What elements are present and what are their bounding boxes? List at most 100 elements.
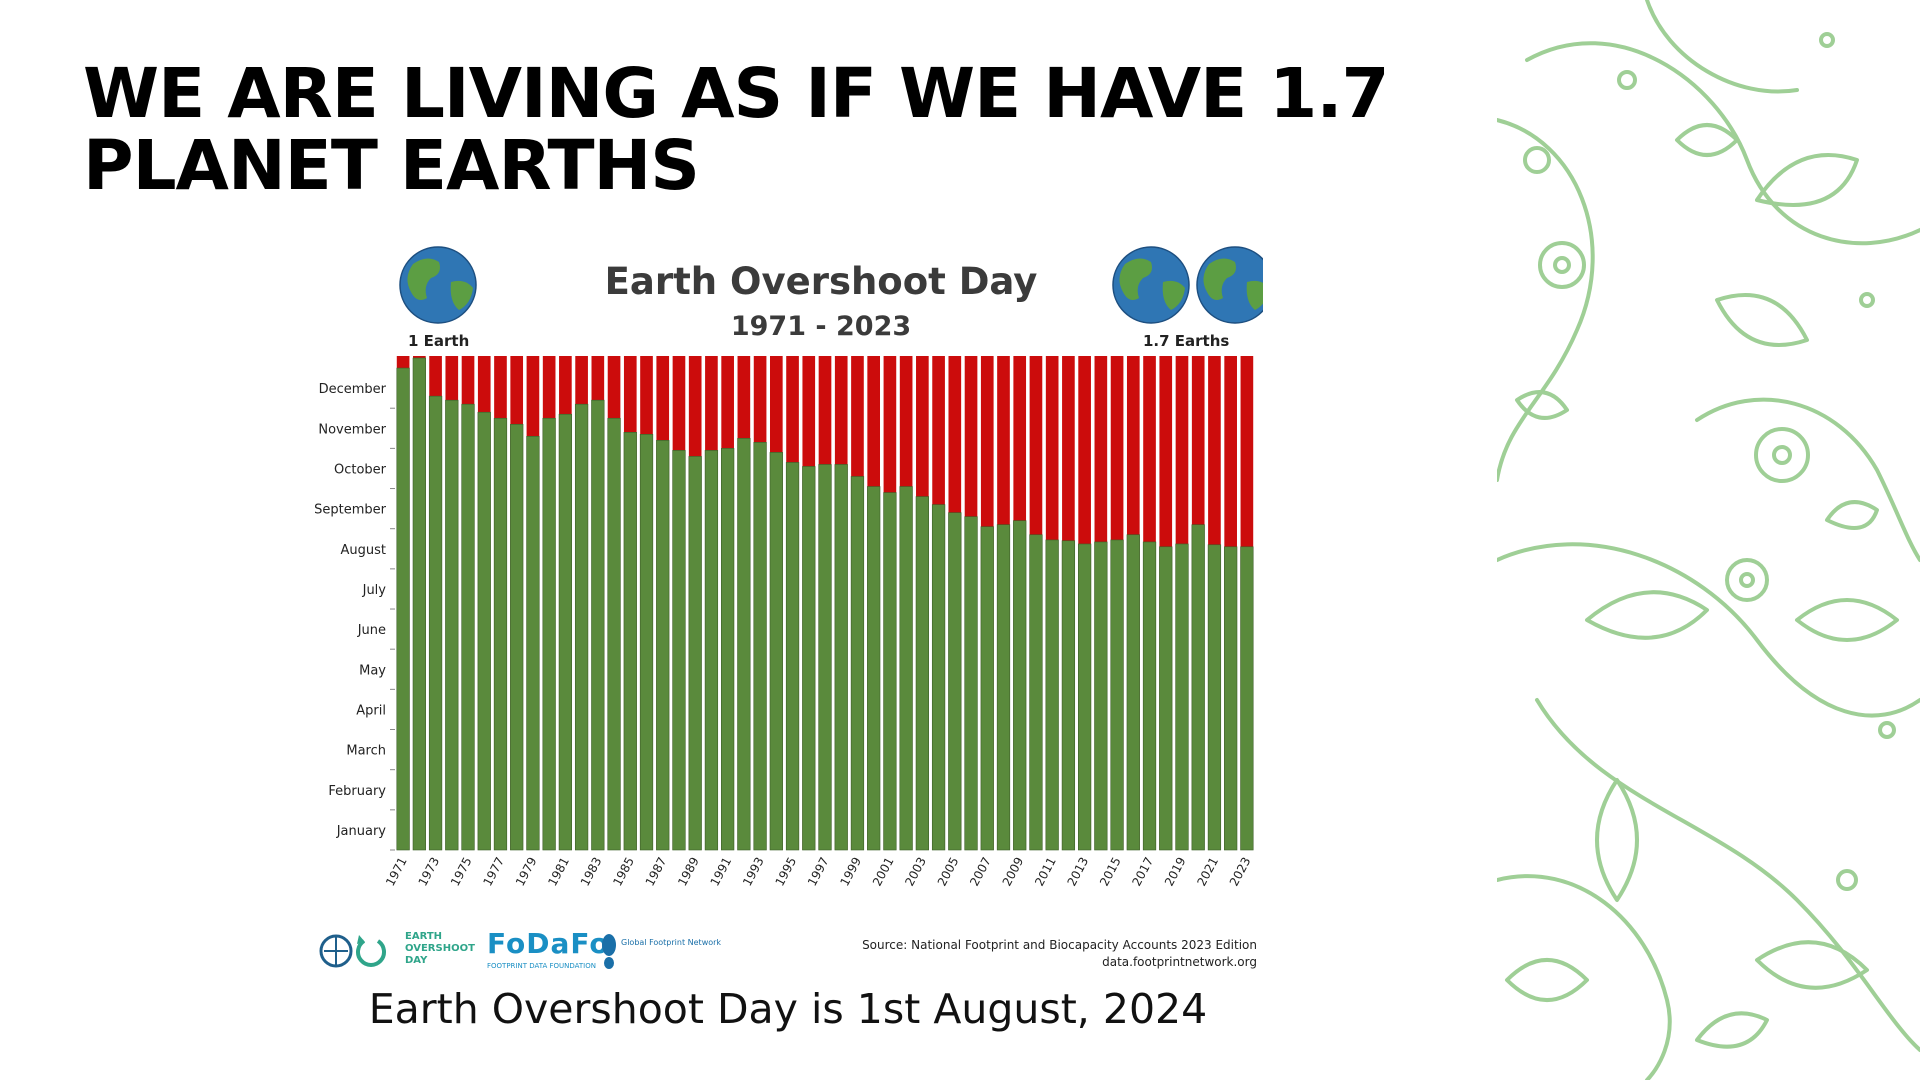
bar-1990 [704, 450, 719, 851]
x-tick-label: 2019 [1162, 855, 1189, 889]
y-tick-label: July [362, 583, 387, 598]
x-tick-label: 2005 [935, 855, 962, 889]
bar-1995 [785, 462, 800, 851]
bar-1985 [623, 432, 637, 851]
x-tick-label: 1983 [578, 855, 605, 889]
bar-2011 [1045, 539, 1059, 851]
chart-subtitle: 1971 - 2023 [731, 311, 911, 342]
overshoot-chart: 1 Earth 1.7 Earths Earth Overshoot Day 1… [314, 246, 1263, 889]
y-tick-label: April [356, 703, 386, 718]
bar-1982 [574, 403, 589, 851]
x-tick-label: 1979 [513, 855, 540, 889]
bar-1994 [769, 452, 783, 851]
bar-2008 [996, 524, 1011, 851]
source-line: Source: National Footprint and Biocapaci… [862, 938, 1257, 952]
bar-2012 [1061, 540, 1076, 851]
bar-2000 [867, 486, 881, 851]
bar-1988 [672, 450, 686, 851]
bar-2014 [1094, 541, 1108, 851]
bar-2023 [1240, 546, 1254, 851]
x-tick-label: 1973 [416, 855, 443, 889]
bar-1998 [834, 464, 848, 851]
bar-2009 [1013, 520, 1027, 851]
bar-2010 [1029, 534, 1043, 851]
x-tick-label: 2007 [967, 855, 994, 889]
bar-2004 [931, 504, 946, 851]
bar-1971 [396, 367, 410, 851]
bar-2003 [915, 496, 929, 851]
y-tick-label: August [341, 543, 387, 558]
bar-1978 [510, 423, 524, 851]
x-tick-label: 2011 [1032, 855, 1059, 889]
x-tick-label: 1977 [480, 855, 507, 889]
x-tick-label: 1971 [383, 855, 410, 889]
x-tick-label: 2003 [902, 855, 929, 889]
x-tick-label: 2023 [1227, 855, 1254, 889]
bar-2022 [1224, 546, 1238, 851]
chart-figure: 1 Earth 1.7 Earths Earth Overshoot Day 1… [313, 242, 1263, 982]
bar-2021 [1207, 544, 1222, 851]
bar-1997 [818, 464, 832, 851]
y-tick-label: February [328, 784, 386, 799]
bar-1973 [428, 395, 443, 851]
floral-pattern-icon [1497, 0, 1920, 1080]
globe-icon-right-2 [1196, 246, 1263, 324]
earth-overshoot-day-logo-icon [319, 934, 386, 968]
floral-decoration [1497, 0, 1920, 1080]
x-tick-label: 1993 [740, 855, 767, 889]
x-tick-label: 1997 [805, 855, 832, 889]
bar-1979 [526, 436, 540, 851]
x-tick-label: 2009 [1000, 855, 1027, 889]
bar-1999 [850, 476, 865, 851]
slide-title: WE ARE LIVING AS IF WE HAVE 1.7 PLANET E… [83, 54, 1390, 206]
x-tick-label: 1987 [643, 855, 670, 889]
bar-2002 [899, 486, 913, 851]
bar-1996 [802, 466, 816, 851]
logo-row: EARTH OVERSHOOT DAY FoDaFo FOOTPRINT DAT… [319, 927, 839, 977]
bar-1983 [591, 399, 605, 851]
y-tick-label: June [357, 623, 386, 638]
y-tick-label: May [359, 663, 386, 678]
y-tick-label: January [336, 824, 387, 839]
bar-2015 [1110, 539, 1124, 851]
y-tick-label: November [318, 422, 386, 437]
bar-2016 [1126, 534, 1140, 851]
source-url: data.footprintnetwork.org [1102, 955, 1257, 969]
x-tick-label: 1989 [675, 855, 702, 889]
globe-icon-right-1 [1112, 246, 1190, 324]
bar-1974 [445, 399, 459, 851]
x-tick-label: 2013 [1065, 855, 1092, 889]
slide-caption: Earth Overshoot Day is 1st August, 2024 [368, 985, 1208, 1033]
bar-1977 [493, 417, 508, 851]
footprint-icon [602, 934, 616, 969]
x-tick-label: 1995 [772, 855, 799, 889]
bar-1991 [721, 448, 735, 851]
source-note: Source: National Footprint and Biocapaci… [862, 937, 1257, 971]
bar-1976 [477, 411, 491, 851]
bar-2007 [980, 526, 994, 851]
bar-1972 [412, 357, 426, 851]
bar-2020 [1191, 524, 1205, 851]
fodafo-logo-subtext: FOOTPRINT DATA FOUNDATION [487, 962, 596, 970]
bar-1981 [558, 413, 573, 851]
globe-icon-left [399, 246, 477, 324]
bar-2005 [948, 512, 962, 851]
bar-1993 [753, 442, 767, 851]
x-tick-label: 1981 [545, 855, 572, 889]
y-tick-label: September [314, 503, 387, 518]
bar-2006 [964, 516, 978, 851]
y-tick-label: October [334, 462, 387, 477]
bar-1975 [461, 403, 475, 851]
one-earth-label: 1 Earth [408, 332, 469, 350]
y-tick-label: March [346, 744, 386, 759]
one-point-seven-earths-label: 1.7 Earths [1143, 332, 1229, 350]
x-tick-label: 2001 [870, 855, 897, 889]
y-tick-label: December [319, 382, 387, 397]
x-tick-label: 2015 [1097, 855, 1124, 889]
x-tick-label: 1991 [708, 855, 735, 889]
chart-title: Earth Overshoot Day [605, 260, 1038, 303]
bar-2018 [1159, 546, 1173, 851]
x-tick-label: 2021 [1194, 855, 1221, 889]
bar-1984 [607, 417, 621, 851]
bar-2001 [883, 492, 897, 851]
